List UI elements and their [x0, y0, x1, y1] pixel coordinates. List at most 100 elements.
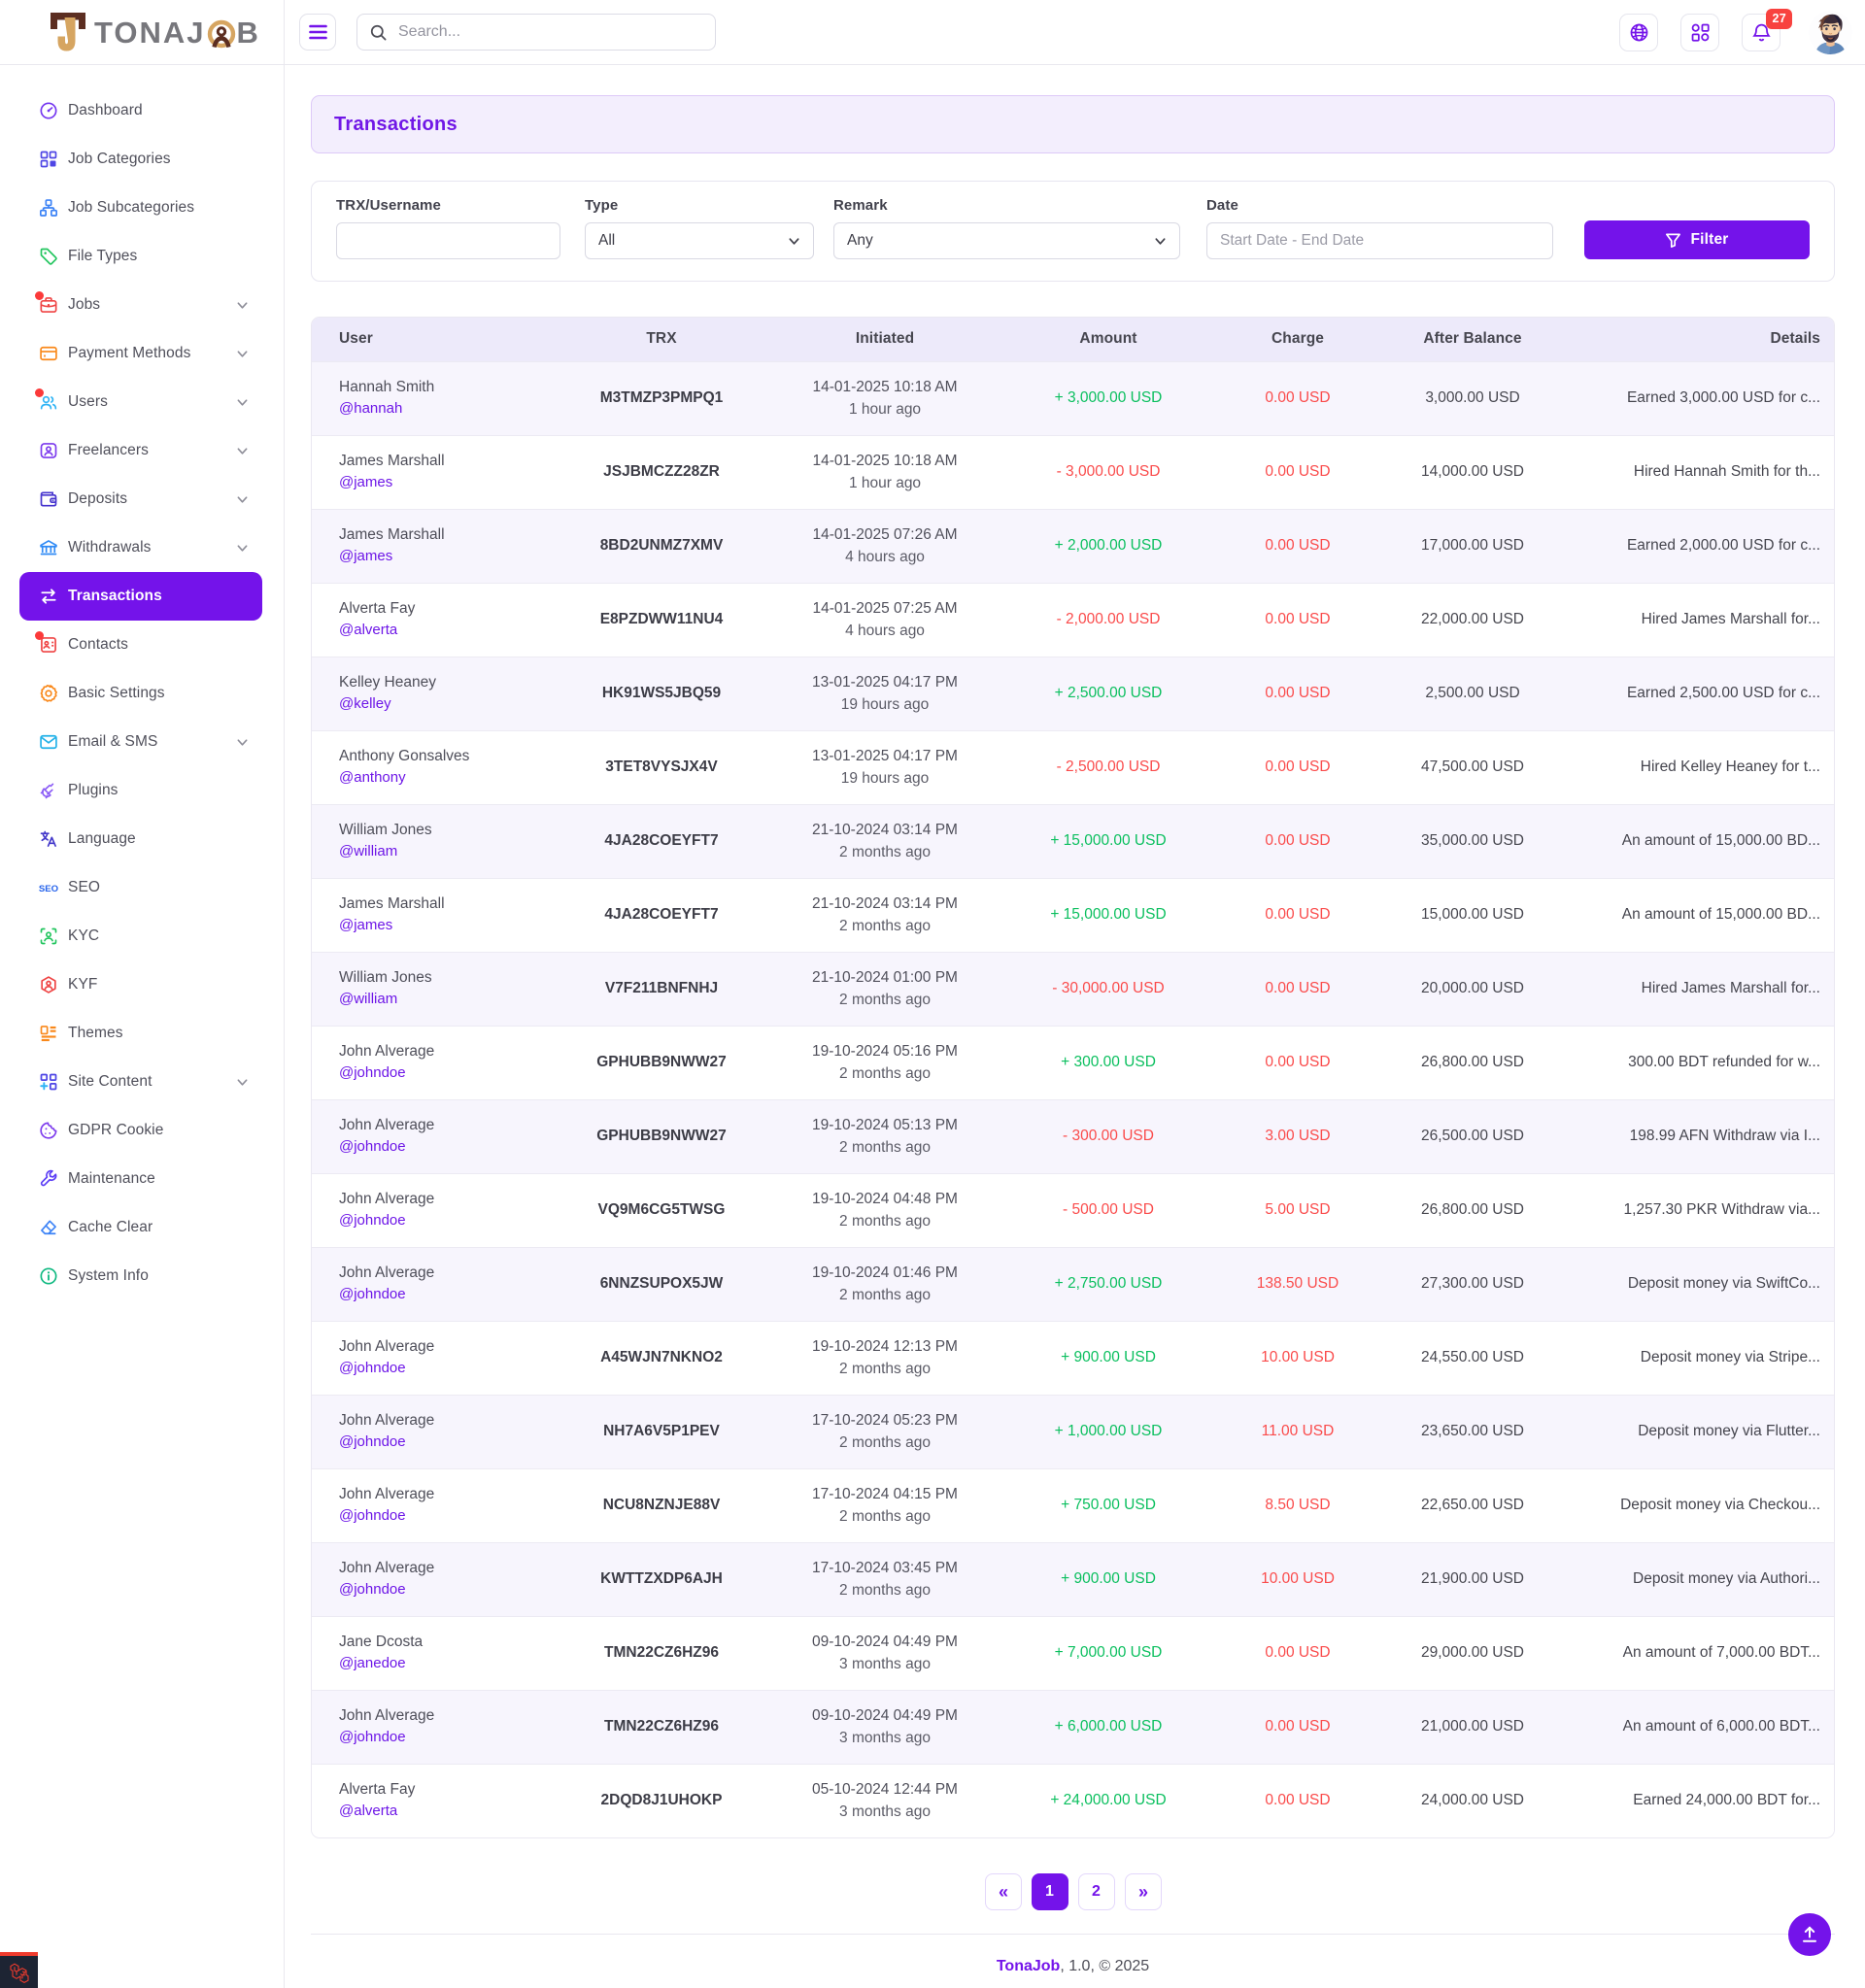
- initiated-date: 21-10-2024 03:14 PM: [812, 894, 958, 912]
- initiated-cell: 13-01-2025 04:17 PM 19 hours ago: [768, 730, 1001, 804]
- menu-toggle-button[interactable]: [299, 14, 336, 51]
- sidebar-item-jobs[interactable]: Jobs: [19, 281, 262, 329]
- trx-cell: M3TMZP3PMPQ1: [599, 389, 724, 406]
- user-cell: Alverta Fay @alverta: [312, 583, 555, 657]
- notifications-button[interactable]: 27: [1742, 8, 1792, 51]
- sidebar-item-email-sms[interactable]: Email & SMS: [19, 718, 262, 766]
- sidebar-item-system-info[interactable]: System Info: [19, 1252, 262, 1300]
- amount-cell: + 15,000.00 USD: [1050, 906, 1167, 923]
- sidebar-item-gdpr-cookie[interactable]: GDPR Cookie: [19, 1106, 262, 1155]
- user-username-link[interactable]: @johndoe: [339, 1211, 406, 1229]
- language-globe-button[interactable]: [1619, 13, 1658, 51]
- sidebar-item-freelancers[interactable]: Freelancers: [19, 426, 262, 475]
- date-range-input[interactable]: [1220, 232, 1540, 250]
- brand-logo[interactable]: TONAJ B: [0, 0, 284, 65]
- user-username-link[interactable]: @janedoe: [339, 1654, 406, 1671]
- sidebar-item-label: Themes: [68, 1025, 123, 1041]
- apps-grid-button[interactable]: [1680, 13, 1719, 51]
- sidebar-item-dashboard[interactable]: Dashboard: [19, 86, 262, 135]
- sidebar-item-job-categories[interactable]: Job Categories: [19, 135, 262, 184]
- user-username-link[interactable]: @johndoe: [339, 1063, 406, 1081]
- search-input[interactable]: [398, 23, 703, 41]
- user-username-link[interactable]: @james: [339, 916, 393, 933]
- user-username-link[interactable]: @william: [339, 990, 398, 1007]
- pagination-next-button[interactable]: »: [1124, 1873, 1162, 1910]
- initiated-cell: 09-10-2024 04:49 PM 3 months ago: [768, 1690, 1001, 1764]
- sidebar-item-label: Cache Clear: [68, 1219, 153, 1235]
- sidebar-item-job-subcategories[interactable]: Job Subcategories: [19, 184, 262, 232]
- user-username-link[interactable]: @alverta: [339, 1803, 398, 1820]
- initiated-date: 14-01-2025 07:25 AM: [812, 599, 958, 617]
- initiated-ago: 2 months ago: [839, 1582, 931, 1599]
- amount-cell: + 1,000.00 USD: [1054, 1423, 1163, 1439]
- initiated-ago: 2 months ago: [839, 1434, 931, 1451]
- user-username-link[interactable]: @johndoe: [339, 1728, 406, 1745]
- charge-cell: 5.00 USD: [1265, 1201, 1331, 1218]
- search-icon: [370, 24, 387, 40]
- user-username-link[interactable]: @johndoe: [339, 1285, 406, 1302]
- filter-button[interactable]: Filter: [1584, 220, 1810, 259]
- sidebar-item-maintenance[interactable]: Maintenance: [19, 1155, 262, 1203]
- user-username-link[interactable]: @johndoe: [339, 1359, 406, 1376]
- pagination-prev-button[interactable]: «: [984, 1873, 1022, 1910]
- sidebar-item-kyc[interactable]: KYC: [19, 912, 262, 960]
- amount-cell: - 2,000.00 USD: [1056, 611, 1161, 627]
- user-avatar[interactable]: [1809, 10, 1852, 54]
- scroll-to-top-button[interactable]: [1788, 1913, 1831, 1956]
- after-balance-cell: 21,000.00 USD: [1421, 1718, 1524, 1735]
- user-cell: James Marshall @james: [312, 509, 555, 583]
- user-username-link[interactable]: @johndoe: [339, 1506, 406, 1524]
- charge-cell: 11.00 USD: [1261, 1423, 1335, 1439]
- sidebar-item-themes[interactable]: Themes: [19, 1009, 262, 1058]
- user-username-link[interactable]: @james: [339, 473, 393, 490]
- user-username-link[interactable]: @johndoe: [339, 1432, 406, 1450]
- sidebar-item-kyf[interactable]: KYF: [19, 960, 262, 1009]
- user-name: John Alverage: [339, 1042, 435, 1060]
- sidebar-item-label: Language: [68, 830, 136, 847]
- pagination-page-2[interactable]: 2: [1077, 1873, 1115, 1910]
- sidebar-item-plugins[interactable]: Plugins: [19, 766, 262, 815]
- initiated-ago: 2 months ago: [839, 1508, 931, 1525]
- sidebar-item-users[interactable]: Users: [19, 378, 262, 426]
- pagination-page-1[interactable]: 1: [1031, 1873, 1068, 1910]
- trx-cell: 3TET8VYSJX4V: [605, 758, 718, 775]
- kyf-hexagon-icon: [39, 975, 58, 994]
- footer-brand-link[interactable]: TonaJob: [996, 1958, 1061, 1974]
- user-username-link[interactable]: @hannah: [339, 399, 403, 417]
- sidebar-item-contacts[interactable]: Contacts: [19, 621, 262, 669]
- sidebar-item-withdrawals[interactable]: Withdrawals: [19, 523, 262, 572]
- brand-logo-o-icon: [207, 17, 236, 51]
- sidebar-item-seo[interactable]: SEO SEO: [19, 863, 262, 912]
- details-cell: Earned 3,000.00 USD for c...: [1626, 389, 1820, 406]
- user-username-link[interactable]: @alverta: [339, 621, 398, 638]
- sidebar-item-transactions[interactable]: Transactions: [19, 572, 262, 621]
- sidebar-item-basic-settings[interactable]: Basic Settings: [19, 669, 262, 718]
- user-username-link[interactable]: @johndoe: [339, 1580, 406, 1598]
- user-username-link[interactable]: @kelley: [339, 694, 391, 712]
- sidebar-item-payment-methods[interactable]: Payment Methods: [19, 329, 262, 378]
- laravel-debugbar-button[interactable]: [0, 1952, 38, 1988]
- user-cell: John Alverage @johndoe: [312, 1395, 555, 1468]
- trx-cell: NH7A6V5P1PEV: [603, 1423, 720, 1439]
- transaction-row: Alverta Fay @alverta 2DQD8J1UHOKP 05-10-202…: [312, 1764, 1834, 1837]
- sidebar-item-site-content[interactable]: Site Content: [19, 1058, 262, 1106]
- remark-select[interactable]: Any: [833, 222, 1180, 259]
- user-username-link[interactable]: @james: [339, 547, 393, 564]
- type-select[interactable]: All: [585, 222, 814, 259]
- after-balance-cell: 26,500.00 USD: [1421, 1128, 1524, 1144]
- user-username-link[interactable]: @anthony: [339, 768, 406, 786]
- trx-username-input[interactable]: [350, 232, 547, 250]
- user-username-link[interactable]: @william: [339, 842, 398, 859]
- after-balance-cell: 26,800.00 USD: [1421, 1201, 1524, 1218]
- sidebar-item-label: Transactions: [68, 588, 162, 604]
- sidebar-item-cache-clear[interactable]: Cache Clear: [19, 1203, 262, 1252]
- sidebar-item-deposits[interactable]: Deposits: [19, 475, 262, 523]
- initiated-ago: 19 hours ago: [840, 770, 930, 787]
- sidebar-item-language[interactable]: Language: [19, 815, 262, 863]
- chevron-down-icon: [236, 493, 249, 506]
- charge-cell: 0.00 USD: [1265, 611, 1331, 627]
- chevron-down-icon: [236, 348, 249, 360]
- initiated-cell: 21-10-2024 01:00 PM 2 months ago: [768, 952, 1001, 1026]
- user-username-link[interactable]: @johndoe: [339, 1137, 406, 1155]
- sidebar-item-file-types[interactable]: File Types: [19, 232, 262, 281]
